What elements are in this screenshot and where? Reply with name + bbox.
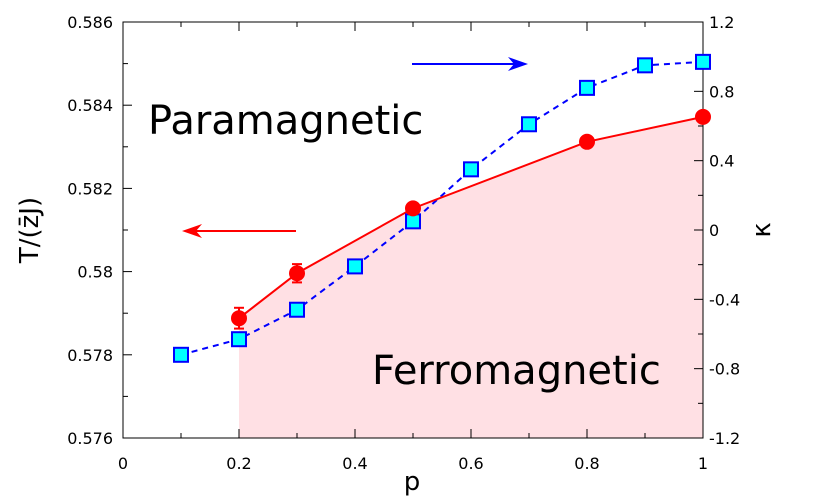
x-tick-label: 0.2 — [226, 454, 251, 473]
x-tick-label: 0.4 — [342, 454, 367, 473]
kappa-point — [637, 57, 653, 74]
y-left-tick-label: 0.576 — [67, 429, 113, 448]
shaded-region-area — [239, 116, 703, 439]
labels: Paramagnetic Ferromagnetic p T/(z̄J) κ — [15, 57, 777, 497]
temperature-point — [405, 200, 421, 217]
y-right-tick-label: 0 — [709, 221, 719, 240]
kappa-point — [463, 161, 479, 178]
left-axis-arrow-head — [182, 224, 202, 238]
y-left-tick-label: 0.578 — [67, 346, 113, 365]
temperature-point — [231, 310, 247, 327]
kappa-point — [579, 79, 595, 96]
temperature-point — [289, 265, 305, 282]
kappa-series-line — [180, 60, 704, 356]
kappa-point — [521, 116, 537, 133]
y-left-tick-label: 0.582 — [67, 179, 113, 198]
temperature-point — [579, 133, 595, 150]
y-right-tick-label: -0.4 — [709, 290, 740, 309]
y-left-axis-label: T/(z̄J) — [15, 197, 45, 264]
x-tick-label: 1 — [698, 454, 708, 473]
y-right-tick-label: 0.4 — [709, 152, 734, 171]
y-right-tick-label: 1.2 — [709, 13, 734, 32]
series — [173, 53, 711, 363]
y-left-tick-label: 0.584 — [67, 96, 113, 115]
kappa-point — [405, 213, 421, 230]
y-right-tick-label: -1.2 — [709, 429, 740, 448]
y-right-tick-label: 0.8 — [709, 82, 734, 101]
axes: 0 0.2 0.4 0.6 0.8 1 0.576 0.578 0.58 0.582 0.584 0.… — [67, 13, 740, 473]
x-tick-label: 0.8 — [574, 454, 599, 473]
ferromagnetic-shaded-region — [239, 116, 703, 439]
y-left-tick-label: 0.58 — [77, 263, 113, 282]
kappa-point — [173, 346, 189, 363]
y-left-tick-label: 0.586 — [67, 13, 113, 32]
x-tick-label: 0.6 — [458, 454, 483, 473]
y-right-axis-label: κ — [747, 222, 777, 237]
kappa-point — [231, 331, 247, 348]
kappa-point — [347, 258, 363, 275]
x-axis-label: p — [404, 467, 421, 497]
paramagnetic-label: Paramagnetic — [148, 98, 423, 144]
kappa-point — [695, 53, 711, 70]
temperature-point — [695, 108, 711, 125]
x-tick-label: 0 — [118, 454, 128, 473]
ferromagnetic-label: Ferromagnetic — [372, 348, 661, 394]
kappa-point — [289, 301, 305, 318]
right-axis-arrow-head — [508, 57, 528, 71]
y-right-tick-label: -0.8 — [709, 360, 740, 379]
